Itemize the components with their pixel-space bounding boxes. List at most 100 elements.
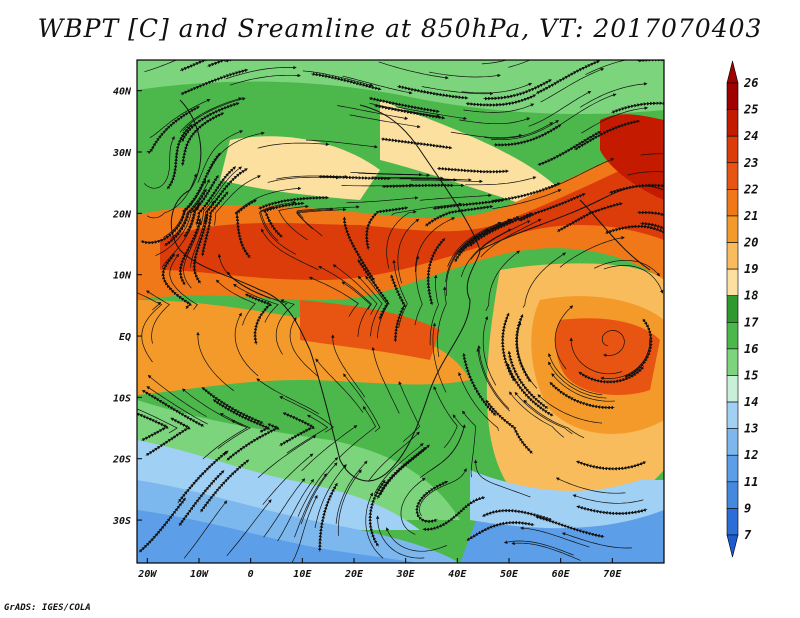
streamline xyxy=(537,131,602,167)
colorbar-segment xyxy=(726,295,739,323)
streamline xyxy=(392,259,408,328)
streamline xyxy=(349,114,421,129)
streamline xyxy=(462,352,497,416)
colorbar: 26 25 24 23 22 21 20 19 18 17 16 15 14 13 12 11 9 7 xyxy=(726,60,759,558)
streamline xyxy=(548,353,603,396)
streamline xyxy=(256,378,320,415)
streamline xyxy=(301,425,358,472)
lon-tick-label: 20W xyxy=(137,569,157,580)
streamline xyxy=(578,366,645,384)
colorbar-segment xyxy=(726,135,739,164)
streamline xyxy=(422,495,486,532)
lat-tick-label: EQ xyxy=(119,332,131,343)
streamline xyxy=(548,158,615,189)
colorbar-segment xyxy=(726,481,739,509)
streamline xyxy=(267,175,340,183)
streamline xyxy=(458,117,531,125)
streamline xyxy=(291,494,318,563)
streamline xyxy=(365,492,384,559)
lon-tick-label: 0 xyxy=(248,569,254,580)
streamline xyxy=(508,391,565,438)
streamline xyxy=(481,60,509,65)
streamline xyxy=(576,505,648,516)
lat-tick-label: 20S xyxy=(112,455,131,466)
streamline xyxy=(414,255,423,326)
streamline xyxy=(637,210,664,243)
streamline xyxy=(260,228,319,271)
streamline xyxy=(371,346,400,414)
longitude-axis: 20W 10W 0 10E 20E 30E 40E 50E 60E 70E xyxy=(137,558,622,580)
streamline xyxy=(337,105,409,120)
streamline xyxy=(315,358,364,413)
streamline xyxy=(555,477,626,494)
streamline xyxy=(335,460,368,525)
streamline xyxy=(485,250,520,312)
streamline xyxy=(450,131,523,139)
streamline xyxy=(549,381,615,410)
streamline xyxy=(460,228,512,278)
colorbar-label: 18 xyxy=(744,289,758,303)
streamline xyxy=(257,142,330,149)
streamline xyxy=(180,68,249,96)
colorbar-segment xyxy=(726,321,739,350)
streamline xyxy=(385,178,458,182)
streamline xyxy=(461,82,533,94)
lat-tick-label: 40N xyxy=(113,87,132,98)
streamline xyxy=(226,499,272,557)
streamline xyxy=(311,72,382,91)
streamline xyxy=(223,60,227,61)
streamline xyxy=(421,86,494,96)
streamline xyxy=(141,390,205,428)
streamline xyxy=(429,274,439,346)
streamline xyxy=(207,60,277,68)
streamline xyxy=(234,312,259,377)
streamline xyxy=(397,218,420,284)
streamline xyxy=(141,302,163,363)
streamline xyxy=(601,330,625,358)
streamline xyxy=(385,527,448,552)
colorbar-label: 9 xyxy=(744,501,751,515)
lon-tick-label: 10W xyxy=(190,569,209,580)
colorbar-label: 13 xyxy=(744,422,758,436)
lat-tick-label: 10S xyxy=(113,393,131,404)
streamline xyxy=(575,460,647,471)
streamline xyxy=(297,457,339,517)
streamline xyxy=(415,481,449,524)
colorbar-segment xyxy=(726,428,739,456)
streamline xyxy=(429,71,501,78)
streamline xyxy=(518,193,586,222)
streamline xyxy=(318,482,338,552)
streamline xyxy=(473,459,531,498)
streamline xyxy=(145,290,170,344)
streamline xyxy=(337,469,362,536)
streamline xyxy=(296,207,347,230)
streamline xyxy=(357,275,383,337)
streamline xyxy=(511,541,581,561)
streamline xyxy=(432,198,505,211)
colorbar-segment xyxy=(726,189,739,217)
streamline xyxy=(277,478,315,542)
lon-tick-label: 50E xyxy=(500,569,519,580)
colorbar-label: 19 xyxy=(744,262,758,276)
streamline xyxy=(470,220,531,260)
streamline xyxy=(580,82,648,108)
streamline xyxy=(357,172,431,177)
lon-tick-label: 30E xyxy=(396,569,416,580)
streamlines xyxy=(137,60,664,563)
streamline xyxy=(433,386,458,449)
streamline xyxy=(540,67,605,103)
streamline xyxy=(528,90,592,127)
colorbar-segment xyxy=(726,82,739,110)
colorbar-segment xyxy=(726,508,739,536)
streamline xyxy=(593,259,661,277)
streamline xyxy=(146,106,200,155)
colorbar-segment xyxy=(726,348,739,376)
streamline xyxy=(279,412,315,447)
colorbar-min-arrow xyxy=(726,534,739,558)
colorbar-label: 15 xyxy=(744,368,758,382)
streamline xyxy=(364,206,409,250)
streamline xyxy=(368,479,386,547)
map-title: WBPT [C] and Sreamline at 850hPa, VT: 20… xyxy=(37,14,763,43)
streamline xyxy=(244,293,273,345)
streamline xyxy=(535,60,601,95)
